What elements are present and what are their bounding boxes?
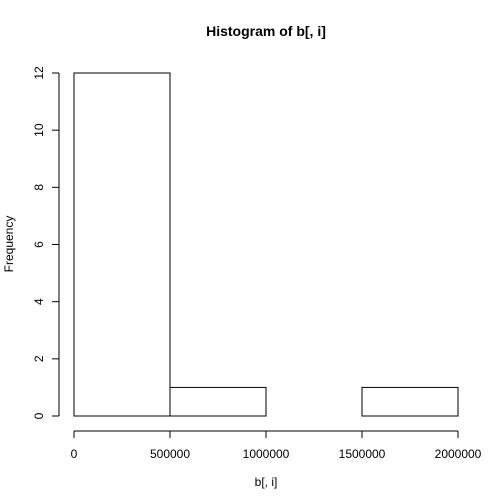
y-tick-label-4: 8	[32, 184, 46, 191]
y-tick-label-0: 0	[32, 412, 46, 419]
y-tick-label-6: 12	[32, 66, 46, 80]
y-axis-label: Frequency	[2, 216, 16, 273]
x-tick-label-4: 2000000	[435, 447, 482, 461]
x-tick-label-3: 1500000	[339, 447, 386, 461]
y-tick-label-3: 6	[32, 241, 46, 248]
bars-group	[73, 72, 459, 417]
y-tick-label-2: 4	[32, 298, 46, 305]
y-axis: 0 2 4 6 8 10 12	[32, 66, 60, 419]
x-tick-label-1: 500000	[150, 447, 190, 461]
histogram-bar-1	[169, 386, 267, 417]
histogram-bar-0	[73, 72, 171, 417]
x-axis: 0 500000 1000000 1500000 2000000	[71, 430, 482, 461]
x-tick-label-0: 0	[71, 447, 78, 461]
y-tick-label-1: 2	[32, 355, 46, 362]
x-tick-label-2: 1000000	[243, 447, 290, 461]
y-tick-label-5: 10	[32, 123, 46, 137]
histogram-bar-3	[361, 386, 459, 417]
chart-title: Histogram of b[, i]	[206, 23, 326, 39]
x-axis-label: b[, i]	[255, 475, 278, 489]
